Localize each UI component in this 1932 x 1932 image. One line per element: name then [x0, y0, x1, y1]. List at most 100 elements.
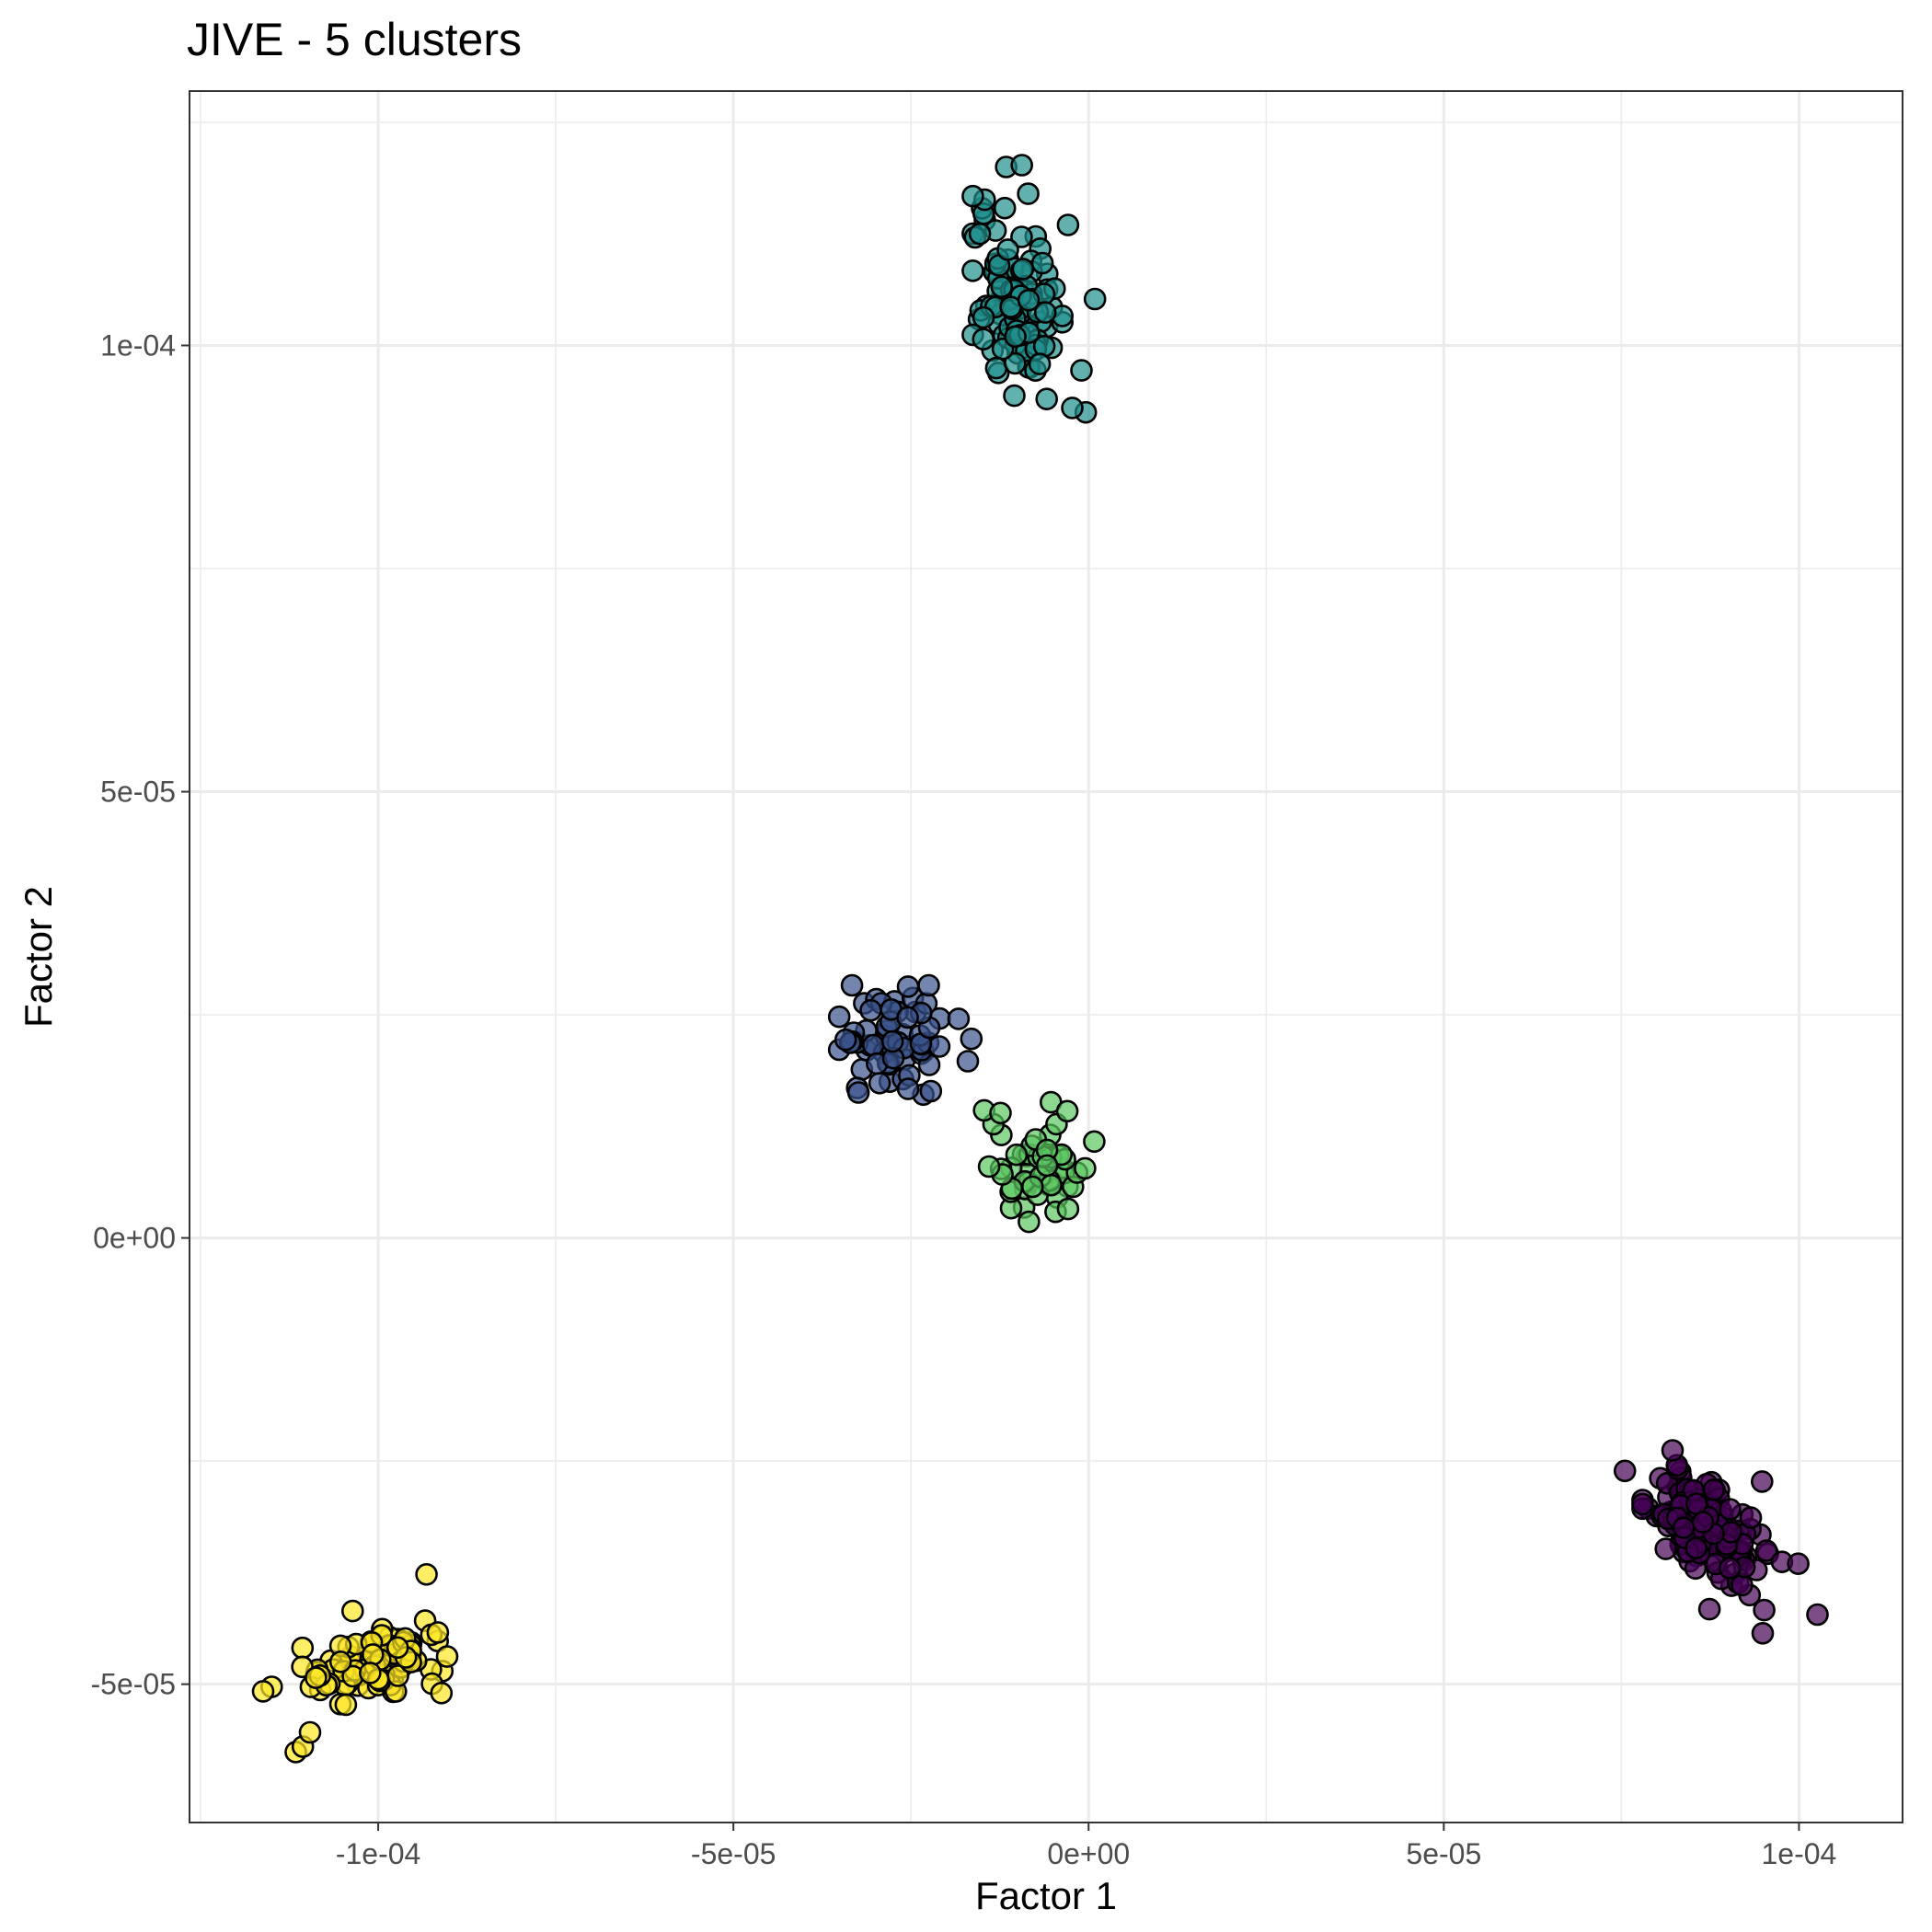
- data-point: [298, 1720, 322, 1744]
- data-point: [1654, 1537, 1677, 1560]
- data-point: [1702, 1478, 1726, 1501]
- data-point: [1003, 384, 1026, 408]
- data-point: [1083, 287, 1107, 311]
- data-point: [1021, 1175, 1044, 1199]
- data-point: [1056, 213, 1080, 236]
- data-point: [1697, 1597, 1721, 1621]
- y-tick-label: 5e-05: [100, 776, 176, 809]
- data-point: [896, 1077, 920, 1100]
- chart-title: JIVE - 5 clusters: [187, 14, 522, 65]
- data-point: [1030, 251, 1054, 275]
- data-point: [993, 196, 1017, 220]
- data-point: [1672, 1516, 1696, 1539]
- data-point: [1010, 154, 1033, 177]
- cluster-4-points: [972, 1090, 1106, 1234]
- data-point: [1004, 351, 1027, 375]
- data-point: [989, 1101, 1012, 1125]
- data-point: [1004, 325, 1027, 349]
- data-point: [984, 356, 1008, 380]
- data-point: [1074, 1156, 1097, 1180]
- data-point: [968, 222, 992, 246]
- data-point: [1719, 1498, 1742, 1521]
- data-point: [305, 1666, 328, 1689]
- data-points: [251, 154, 1829, 1764]
- data-point: [1753, 1598, 1776, 1622]
- data-point: [1005, 1143, 1029, 1167]
- x-tick-label: -5e-05: [691, 1837, 776, 1870]
- data-point: [861, 1033, 885, 1057]
- data-point: [1613, 1459, 1637, 1483]
- cluster-3-points: [961, 154, 1107, 424]
- data-point: [927, 1035, 951, 1058]
- data-point: [1787, 1552, 1810, 1575]
- data-point: [947, 1007, 971, 1030]
- x-tick-label: -1e-04: [336, 1837, 421, 1870]
- data-point: [1631, 1492, 1654, 1516]
- data-point: [1017, 182, 1040, 205]
- data-point: [328, 1650, 352, 1673]
- data-point: [868, 1072, 891, 1095]
- cluster-2-points: [827, 973, 983, 1107]
- data-point: [1017, 288, 1041, 312]
- data-point: [1739, 1506, 1763, 1529]
- data-point: [1010, 225, 1033, 248]
- data-point: [1056, 1197, 1080, 1221]
- data-point: [961, 184, 984, 208]
- data-point: [251, 1680, 275, 1703]
- data-point: [1040, 1173, 1063, 1197]
- cluster-5-points: [251, 1563, 459, 1764]
- data-point: [1035, 1154, 1059, 1178]
- cluster-1-points: [1613, 1439, 1829, 1645]
- data-point: [859, 998, 882, 1022]
- data-point: [1751, 1470, 1774, 1493]
- x-tick-label: 5e-05: [1406, 1837, 1481, 1870]
- data-point: [1083, 1130, 1106, 1154]
- data-point: [972, 328, 995, 351]
- data-point: [896, 975, 920, 998]
- data-point: [385, 1636, 409, 1660]
- data-point: [1070, 359, 1093, 382]
- data-point: [334, 1693, 358, 1717]
- data-point: [919, 1079, 943, 1103]
- data-point: [880, 1029, 904, 1053]
- data-point: [840, 973, 864, 997]
- data-point: [972, 305, 995, 329]
- data-point: [961, 259, 984, 282]
- data-point: [990, 275, 1014, 299]
- data-point: [361, 1643, 385, 1666]
- data-point: [1033, 301, 1057, 324]
- data-point: [1018, 1210, 1041, 1234]
- data-point: [1028, 352, 1052, 375]
- data-point: [1061, 397, 1084, 420]
- data-point: [996, 238, 1019, 261]
- data-point: [956, 1050, 980, 1073]
- data-point: [430, 1682, 454, 1705]
- data-point: [291, 1636, 315, 1660]
- data-point: [917, 973, 940, 997]
- data-point: [358, 1662, 382, 1685]
- y-tick-label: 1e-04: [100, 328, 176, 362]
- x-axis-title: Factor 1: [975, 1874, 1117, 1917]
- data-point: [846, 1081, 870, 1104]
- data-point: [340, 1599, 364, 1623]
- data-point: [415, 1563, 438, 1586]
- data-point: [1055, 1099, 1079, 1123]
- x-tick-label: 1e-04: [1761, 1837, 1836, 1870]
- data-point: [960, 1027, 983, 1051]
- y-axis-title: Factor 2: [17, 886, 60, 1028]
- plot-panel-border: [189, 90, 1903, 1823]
- data-point: [1661, 1439, 1685, 1462]
- data-point: [1754, 1539, 1778, 1562]
- x-tick-label: 0e+00: [1047, 1837, 1130, 1870]
- y-tick-label: 0e+00: [93, 1222, 176, 1255]
- data-point: [834, 1028, 857, 1052]
- data-point: [435, 1645, 459, 1668]
- data-point: [1685, 1536, 1708, 1559]
- data-point: [1011, 258, 1035, 281]
- y-tick-label: -5e-05: [91, 1668, 177, 1701]
- data-point: [977, 1155, 1001, 1179]
- data-point: [426, 1621, 450, 1644]
- data-point: [1035, 387, 1058, 411]
